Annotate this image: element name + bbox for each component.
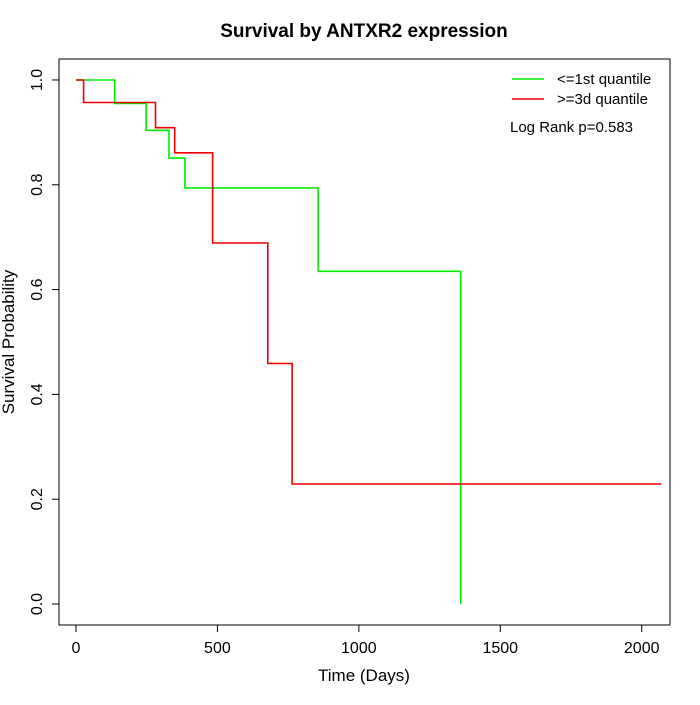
- series-line-0: [76, 79, 462, 604]
- series-line-1: [76, 79, 662, 485]
- y-tick-label: 0.2: [29, 488, 46, 510]
- log-rank-annotation: Log Rank p=0.583: [510, 119, 633, 136]
- x-tick-label: 1000: [341, 640, 377, 657]
- y-tick-label: 0.8: [29, 174, 46, 196]
- y-tick-label: 0.4: [29, 383, 46, 405]
- y-axis-label: Survival Probability: [0, 269, 18, 414]
- legend: <=1st quantile >=3d quantile: [512, 71, 651, 108]
- series-lines: [76, 79, 662, 604]
- chart-title: Survival by ANTXR2 expression: [220, 21, 508, 42]
- legend-label-0: <=1st quantile: [557, 71, 651, 88]
- x-tick-label: 500: [204, 640, 231, 657]
- legend-label-1: >=3d quantile: [557, 91, 648, 108]
- x-tick-label: 1500: [482, 640, 518, 657]
- x-axis-label: Time (Days): [318, 666, 410, 685]
- y-tick-label: 0.6: [29, 278, 46, 300]
- plot-frame: [58, 58, 671, 626]
- axes: 0 500 1000 1500 2000 0.0 0.2 0.4 0.6 0.8 1.0: [29, 69, 660, 657]
- x-tick-label: 2000: [624, 640, 660, 657]
- y-tick-label: 0.0: [29, 593, 46, 615]
- y-tick-label: 1.0: [29, 69, 46, 91]
- x-tick-label: 0: [72, 640, 81, 657]
